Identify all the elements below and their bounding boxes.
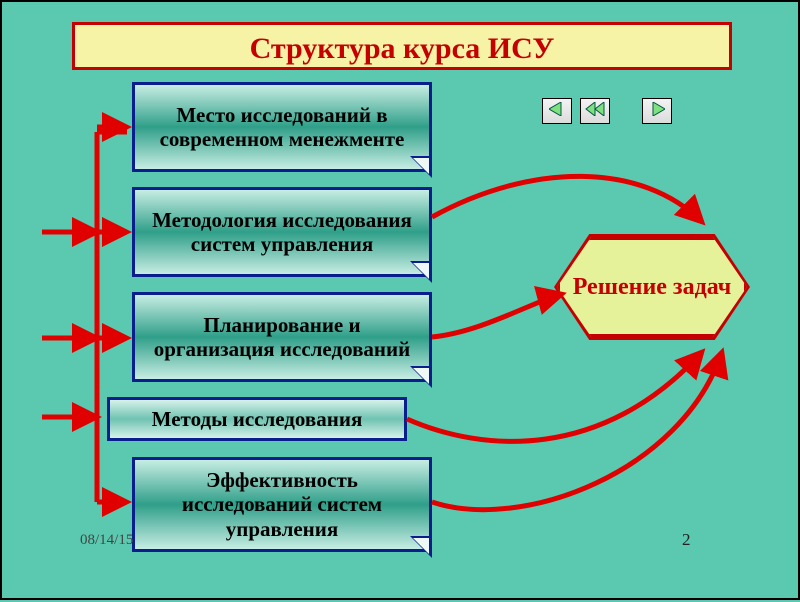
nav-prev-button[interactable] [542, 98, 572, 124]
page-title: Структура курса ИСУ [72, 22, 732, 70]
course-block-b1: Место исследований в современном менежме… [132, 82, 432, 172]
single-left-icon [549, 102, 565, 121]
course-block-b5: Эффективность исследований систем управл… [132, 457, 432, 552]
double-left-icon [585, 102, 605, 121]
footer-date: 08/14/15 [80, 532, 133, 549]
course-block-b4: Методы исследования [107, 397, 407, 441]
result-hexagon: Решение задач [557, 237, 747, 337]
nav-next-button[interactable] [642, 98, 672, 124]
footer-page-number: 2 [682, 530, 691, 550]
corner-fold-icon [413, 158, 429, 174]
single-right-icon [649, 102, 665, 121]
course-block-b3: Планирование и организация исследований [132, 292, 432, 382]
corner-fold-icon [413, 538, 429, 554]
nav-first-button[interactable] [580, 98, 610, 124]
corner-fold-icon [413, 368, 429, 384]
course-block-b2: Методология исследования систем управлен… [132, 187, 432, 277]
corner-fold-icon [413, 263, 429, 279]
